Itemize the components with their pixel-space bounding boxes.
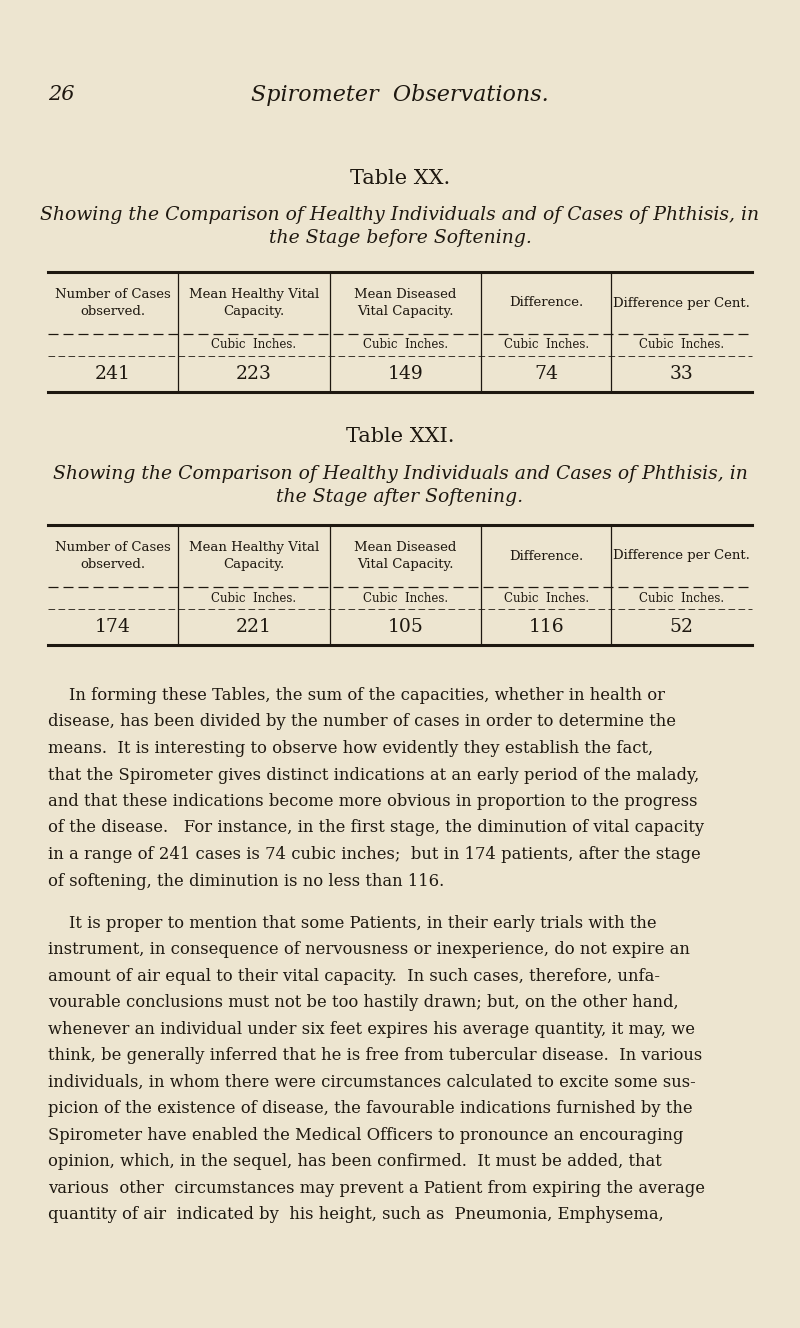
Text: instrument, in consequence of nervousness or inexperience, do not expire an: instrument, in consequence of nervousnes… xyxy=(48,942,690,959)
Text: Mean Diseased
Vital Capacity.: Mean Diseased Vital Capacity. xyxy=(354,540,457,571)
Text: in a range of 241 cases is 74 cubic inches;  but in 174 patients, after the stag: in a range of 241 cases is 74 cubic inch… xyxy=(48,846,701,863)
Text: the Stage after Softening.: the Stage after Softening. xyxy=(277,487,523,506)
Text: 149: 149 xyxy=(387,365,423,382)
Text: 221: 221 xyxy=(236,618,272,636)
Text: Cubic  Inches.: Cubic Inches. xyxy=(211,591,297,604)
Text: It is proper to mention that some Patients, in their early trials with the: It is proper to mention that some Patien… xyxy=(48,915,657,932)
Text: Showing the Comparison of Healthy Individuals and of Cases of Phthisis, in: Showing the Comparison of Healthy Indivi… xyxy=(41,206,759,224)
Text: 52: 52 xyxy=(670,618,694,636)
Text: Number of Cases
observed.: Number of Cases observed. xyxy=(55,540,171,571)
Text: Cubic  Inches.: Cubic Inches. xyxy=(503,591,589,604)
Text: Table XX.: Table XX. xyxy=(350,169,450,187)
Text: In forming these Tables, the sum of the capacities, whether in health or: In forming these Tables, the sum of the … xyxy=(48,687,665,704)
Text: 241: 241 xyxy=(95,365,131,382)
Text: quantity of air  indicated by  his height, such as  Pneumonia, Emphysema,: quantity of air indicated by his height,… xyxy=(48,1206,664,1223)
Text: 26: 26 xyxy=(48,85,74,105)
Text: 223: 223 xyxy=(236,365,272,382)
Text: Mean Healthy Vital
Capacity.: Mean Healthy Vital Capacity. xyxy=(189,288,319,317)
Text: whenever an individual under six feet expires his average quantity, it may, we: whenever an individual under six feet ex… xyxy=(48,1021,695,1038)
Text: Cubic  Inches.: Cubic Inches. xyxy=(362,591,448,604)
Text: the Stage before Softening.: the Stage before Softening. xyxy=(269,228,531,247)
Text: Table XXI.: Table XXI. xyxy=(346,428,454,446)
Text: Mean Diseased
Vital Capacity.: Mean Diseased Vital Capacity. xyxy=(354,288,457,317)
Text: Mean Healthy Vital
Capacity.: Mean Healthy Vital Capacity. xyxy=(189,540,319,571)
Text: opinion, which, in the sequel, has been confirmed.  It must be added, that: opinion, which, in the sequel, has been … xyxy=(48,1154,662,1170)
Text: Difference.: Difference. xyxy=(509,296,583,309)
Text: that the Spirometer gives distinct indications at an early period of the malady,: that the Spirometer gives distinct indic… xyxy=(48,766,699,784)
Text: 116: 116 xyxy=(528,618,564,636)
Text: Cubic  Inches.: Cubic Inches. xyxy=(503,339,589,352)
Text: amount of air equal to their vital capacity.  In such cases, therefore, unfa-: amount of air equal to their vital capac… xyxy=(48,968,660,985)
Text: Difference per Cent.: Difference per Cent. xyxy=(613,296,750,309)
Text: picion of the existence of disease, the favourable indications furnished by the: picion of the existence of disease, the … xyxy=(48,1101,693,1117)
Text: Cubic  Inches.: Cubic Inches. xyxy=(639,339,724,352)
Text: means.  It is interesting to observe how evidently they establish the fact,: means. It is interesting to observe how … xyxy=(48,740,653,757)
Text: Cubic  Inches.: Cubic Inches. xyxy=(639,591,724,604)
Text: Showing the Comparison of Healthy Individuals and Cases of Phthisis, in: Showing the Comparison of Healthy Indivi… xyxy=(53,465,747,483)
Text: vourable conclusions must not be too hastily drawn; but, on the other hand,: vourable conclusions must not be too has… xyxy=(48,995,678,1012)
Text: and that these indications become more obvious in proportion to the progress: and that these indications become more o… xyxy=(48,793,698,810)
Text: Cubic  Inches.: Cubic Inches. xyxy=(211,339,297,352)
Text: individuals, in whom there were circumstances calculated to excite some sus-: individuals, in whom there were circumst… xyxy=(48,1074,696,1090)
Text: Spirometer  Observations.: Spirometer Observations. xyxy=(251,84,549,106)
Text: Difference per Cent.: Difference per Cent. xyxy=(613,550,750,563)
Text: disease, has been divided by the number of cases in order to determine the: disease, has been divided by the number … xyxy=(48,713,676,730)
Text: Cubic  Inches.: Cubic Inches. xyxy=(362,339,448,352)
Text: Spirometer have enabled the Medical Officers to pronounce an encouraging: Spirometer have enabled the Medical Offi… xyxy=(48,1127,683,1143)
Text: 74: 74 xyxy=(534,365,558,382)
Text: 174: 174 xyxy=(95,618,131,636)
Text: Difference.: Difference. xyxy=(509,550,583,563)
Text: of softening, the diminution is no less than 116.: of softening, the diminution is no less … xyxy=(48,872,444,890)
Text: think, be generally inferred that he is free from tubercular disease.  In variou: think, be generally inferred that he is … xyxy=(48,1048,702,1065)
Text: various  other  circumstances may prevent a Patient from expiring the average: various other circumstances may prevent … xyxy=(48,1179,705,1197)
Text: 33: 33 xyxy=(670,365,694,382)
Text: 105: 105 xyxy=(387,618,423,636)
Text: Number of Cases
observed.: Number of Cases observed. xyxy=(55,288,171,317)
Text: of the disease.   For instance, in the first stage, the diminution of vital capa: of the disease. For instance, in the fir… xyxy=(48,819,704,837)
